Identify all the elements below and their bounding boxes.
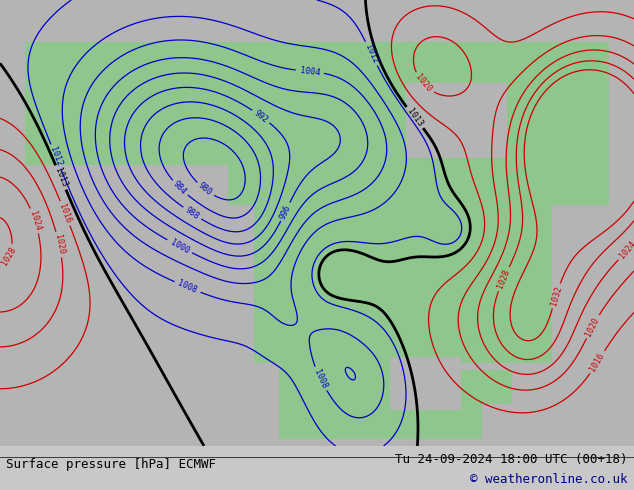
Text: 988: 988 xyxy=(183,205,201,221)
Text: 1028: 1028 xyxy=(0,245,18,268)
Text: 1016: 1016 xyxy=(58,202,73,224)
Text: 1004: 1004 xyxy=(299,66,320,77)
Text: 1013: 1013 xyxy=(405,107,424,128)
Text: 1016: 1016 xyxy=(588,351,607,373)
Text: 1008: 1008 xyxy=(312,368,328,390)
Text: 1020: 1020 xyxy=(584,316,601,338)
Text: Surface pressure [hPa] ECMWF: Surface pressure [hPa] ECMWF xyxy=(6,458,216,471)
Text: 984: 984 xyxy=(172,179,188,196)
Text: 1020: 1020 xyxy=(53,234,65,255)
Text: 1020: 1020 xyxy=(413,73,433,94)
Text: 980: 980 xyxy=(197,181,214,197)
Text: 1024: 1024 xyxy=(618,239,634,260)
Text: 1000: 1000 xyxy=(169,238,190,255)
Text: 992: 992 xyxy=(252,108,269,124)
Text: 1013: 1013 xyxy=(53,167,68,189)
Text: 1008: 1008 xyxy=(176,279,198,295)
Text: 1012: 1012 xyxy=(363,43,380,65)
Text: 1032: 1032 xyxy=(549,285,563,307)
Text: Tu 24-09-2024 18:00 UTC (00+18): Tu 24-09-2024 18:00 UTC (00+18) xyxy=(395,453,628,466)
Text: 1024: 1024 xyxy=(28,210,42,232)
Text: 1028: 1028 xyxy=(496,268,512,290)
Text: © weatheronline.co.uk: © weatheronline.co.uk xyxy=(470,473,628,486)
Text: 1012: 1012 xyxy=(48,146,63,168)
Text: 996: 996 xyxy=(278,203,292,220)
